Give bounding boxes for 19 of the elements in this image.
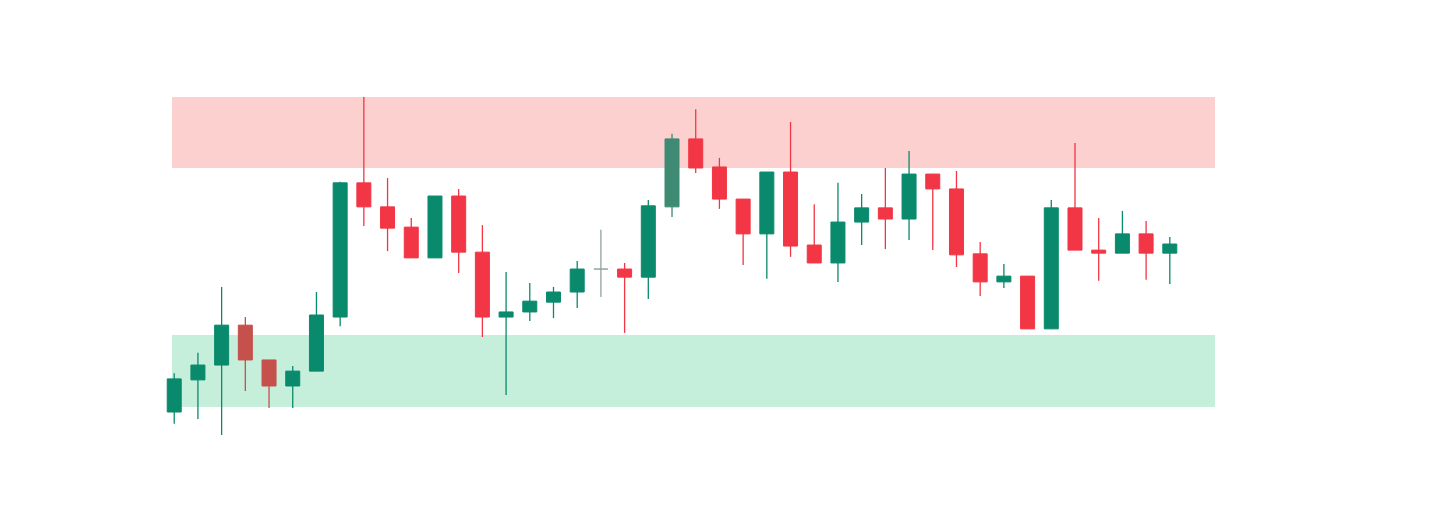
candlestick — [522, 282, 538, 322]
candlestick — [545, 286, 561, 319]
candlestick — [569, 260, 585, 309]
candlestick — [877, 167, 893, 250]
candlestick — [854, 193, 870, 246]
candlestick — [1114, 210, 1130, 254]
candlestick — [190, 352, 206, 420]
candlestick — [1162, 236, 1178, 285]
candlestick — [996, 263, 1012, 289]
candlestick — [356, 96, 372, 227]
candlestick — [1091, 217, 1107, 282]
candlestick — [806, 203, 822, 264]
candlestick — [498, 271, 514, 396]
candlestick — [1138, 220, 1154, 281]
candlestick — [380, 177, 396, 252]
candlestick — [285, 365, 301, 409]
candlestick — [925, 173, 941, 251]
candlestick — [617, 262, 633, 334]
candlestick — [593, 229, 609, 298]
